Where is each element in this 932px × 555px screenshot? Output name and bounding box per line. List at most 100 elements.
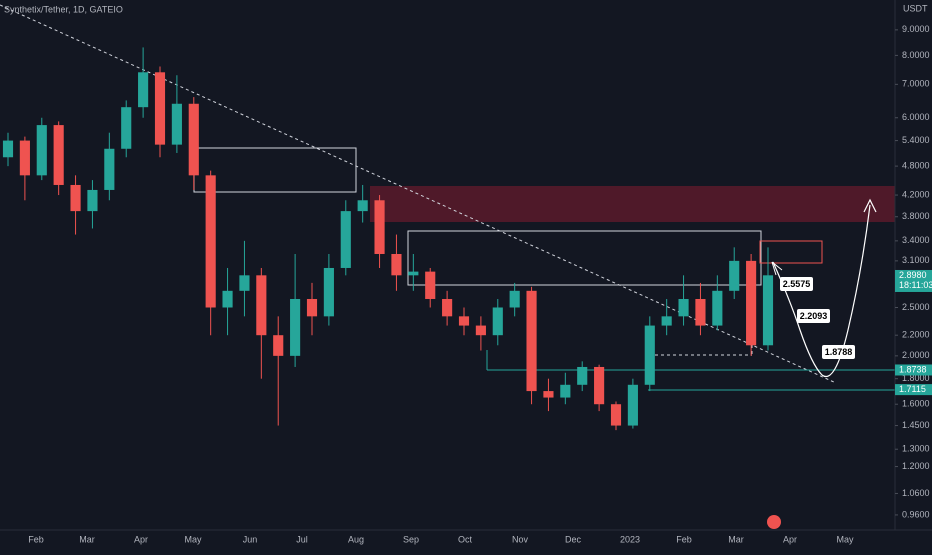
x-tick-label: Feb <box>28 534 44 544</box>
price-label-box <box>895 269 932 292</box>
candle-body <box>678 298 689 317</box>
annotation: 1.8788 <box>825 347 853 357</box>
candle-body <box>644 325 655 385</box>
x-tick-label: Mar <box>728 534 744 544</box>
y-tick-label: 9.0000 <box>902 24 930 34</box>
candle-body <box>19 140 30 176</box>
price-label: 1.7115 <box>899 384 926 394</box>
candle-body <box>53 125 64 185</box>
candle-body <box>290 298 301 356</box>
candle-body <box>104 148 115 190</box>
y-tick-label: 8.0000 <box>902 50 930 60</box>
x-tick-label: Apr <box>783 534 797 544</box>
candle-body <box>746 260 757 346</box>
candle-body <box>509 290 520 308</box>
candle-body <box>492 307 503 336</box>
candle-body <box>442 298 453 317</box>
arrow-head <box>863 198 877 213</box>
candle-body <box>425 271 436 299</box>
y-tick-label: 3.8000 <box>902 211 930 221</box>
candle-body <box>475 325 486 336</box>
x-tick-label: Feb <box>676 534 692 544</box>
annotation: 2.5575 <box>783 279 811 289</box>
candle-body <box>87 189 98 212</box>
candle-body <box>577 366 588 385</box>
x-tick-label: Dec <box>565 534 582 544</box>
x-tick-label: Jul <box>296 534 308 544</box>
x-tick-label: Nov <box>512 534 529 544</box>
box <box>407 230 762 286</box>
candle-body <box>408 271 419 276</box>
event-icon[interactable] <box>767 515 781 529</box>
candle-body <box>712 290 723 326</box>
y-tick-label: 1.2000 <box>902 461 930 471</box>
annotation-box <box>780 277 813 291</box>
drawings: 2.5575 2.2093 1.8788 <box>0 4 895 391</box>
candle-body <box>594 366 605 405</box>
y-tick-label: 2.0000 <box>902 350 930 360</box>
x-tick-label: Jun <box>243 534 258 544</box>
annotation: 2.2093 <box>800 311 828 321</box>
y-tick-label: 0.9600 <box>902 509 930 519</box>
projection-path <box>772 204 871 378</box>
candle-body <box>357 200 368 212</box>
resistance-zone <box>370 186 895 222</box>
countdown: 18:11:03 <box>899 280 932 290</box>
candle-body <box>729 260 740 291</box>
y-tick-label: 3.4000 <box>902 235 930 245</box>
candle-body <box>121 107 132 149</box>
candle-body <box>306 298 318 317</box>
y-tick-label: 7.0000 <box>902 79 930 89</box>
y-tick-label: 5.4000 <box>902 135 930 145</box>
candle-body <box>374 200 385 254</box>
y-tick-label: 1.8000 <box>902 373 930 383</box>
candle-body <box>2 140 14 158</box>
y-tick-label: 6.0000 <box>902 112 930 122</box>
candle-body <box>205 175 216 308</box>
price-label-box <box>895 384 932 396</box>
x-tick-label: Aug <box>348 534 364 544</box>
y-tick-label: 1.3000 <box>902 444 930 454</box>
candle-body <box>138 72 149 108</box>
chart-title: Synthetix/Tether, 1D, GATEIO <box>4 4 123 14</box>
x-tick-label: Mar <box>79 534 95 544</box>
y-tick-label: 1.0600 <box>902 488 930 498</box>
x-tick-label: 2023 <box>620 534 640 544</box>
candle-body <box>526 290 537 392</box>
y-tick-label: 1.6000 <box>902 399 930 409</box>
y-tick-label: 4.2000 <box>902 189 930 199</box>
price-label: 2.8980 <box>899 270 927 280</box>
candle-body <box>154 72 166 145</box>
candle-body <box>70 184 81 212</box>
price-label-box <box>895 364 932 376</box>
x-tick-label: Apr <box>134 534 148 544</box>
y-tick-label: 3.1000 <box>902 255 930 265</box>
candle-body <box>239 275 250 291</box>
candle-body <box>543 391 554 398</box>
price-label: 1.8738 <box>899 364 927 374</box>
candle-body <box>391 253 402 276</box>
candle-body <box>256 275 267 336</box>
candle-body <box>661 316 672 326</box>
candle-body <box>340 211 351 268</box>
candle-body <box>560 384 571 398</box>
box <box>759 240 823 264</box>
x-tick-label: May <box>184 534 202 544</box>
price-unit: USDT <box>903 3 928 13</box>
candle-body <box>36 125 47 176</box>
x-tick-label: Oct <box>458 534 473 544</box>
candle-body <box>273 335 284 356</box>
y-tick-label: 4.8000 <box>902 160 930 170</box>
x-tick-label: May <box>836 534 854 544</box>
candle-body <box>458 316 470 326</box>
y-tick-label: 2.5000 <box>902 302 930 312</box>
candle-body <box>171 103 182 145</box>
candle-body <box>323 267 334 317</box>
x-tick-label: Sep <box>403 534 419 544</box>
candle-body <box>762 275 774 346</box>
annotation-box <box>797 309 830 323</box>
candle-body <box>627 384 638 426</box>
candle-body <box>188 103 199 176</box>
candle-body <box>222 290 233 308</box>
